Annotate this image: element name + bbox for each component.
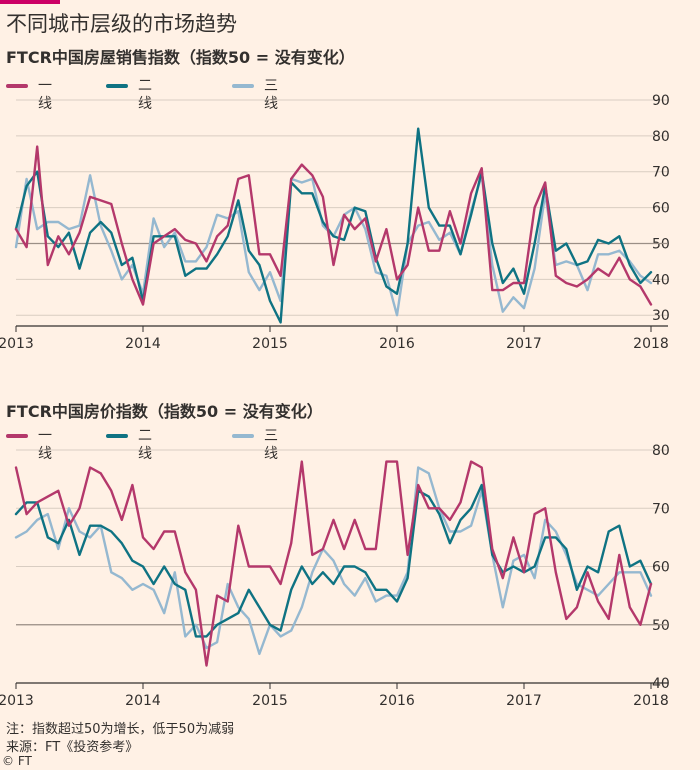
sales-series-tier1 [14,145,653,306]
chart2-legend-swatch-tier3 [232,434,254,438]
sales-xtick-label: 2014 [125,336,161,352]
copyright: © FT [2,754,32,768]
price-series-tier3 [14,466,653,656]
sales-index-chart: 30 40 50 60 70 80 90 2013 2014 2015 2016 2017 2018 [0,93,670,352]
sales-xtick-label: 2017 [506,336,542,352]
chart2-legend-swatch-tier2 [106,434,128,438]
sales-ytick-label: 70 [652,165,670,181]
price-xtick-label: 2016 [379,693,415,709]
price-xtick-label: 2013 [0,693,34,709]
sales-xtick-label: 2018 [633,336,669,352]
sales-ytick-label: 80 [652,129,670,145]
price-xtick-label: 2015 [252,693,288,709]
price-series-tier2 [14,483,653,638]
sales-ytick-label: 40 [652,272,670,288]
sales-ytick-label: 90 [652,93,670,109]
price-ytick-label: 80 [652,443,670,459]
sales-ytick-label: 50 [652,236,670,252]
sales-ytick-label: 30 [652,308,670,324]
price-xtick-label: 2018 [633,693,669,709]
brand-bar [0,0,60,4]
price-ytick-label: 70 [652,501,670,517]
chart1-legend-swatch-tier2 [106,84,128,88]
price-xtick-label: 2017 [506,693,542,709]
chart2-legend-swatch-tier1 [6,434,28,438]
footnote: 注：指数超过50为增长，低于50为减弱 [6,722,235,737]
chart1-legend-swatch-tier3 [232,84,254,88]
sales-ytick-label: 60 [652,201,670,217]
chart1-legend-swatch-tier1 [6,84,28,88]
chart2-subtitle: FTCR中国房价指数（指数50 = 没有变化） [6,402,323,421]
price-series-tier1 [14,460,653,667]
price-xtick-label: 2014 [125,693,161,709]
price-ytick-label: 40 [652,676,670,692]
price-ytick-label: 50 [652,618,670,634]
source-note: 来源：FT《投资参考》 [6,740,139,755]
sales-xtick-label: 2015 [252,336,288,352]
chart1-subtitle: FTCR中国房屋销售指数（指数50 = 没有变化） [6,48,355,67]
page-title: 不同城市层级的市场趋势 [6,12,237,36]
sales-xtick-label: 2013 [0,336,34,352]
price-ytick-label: 60 [652,560,670,576]
sales-xtick-label: 2016 [379,336,415,352]
